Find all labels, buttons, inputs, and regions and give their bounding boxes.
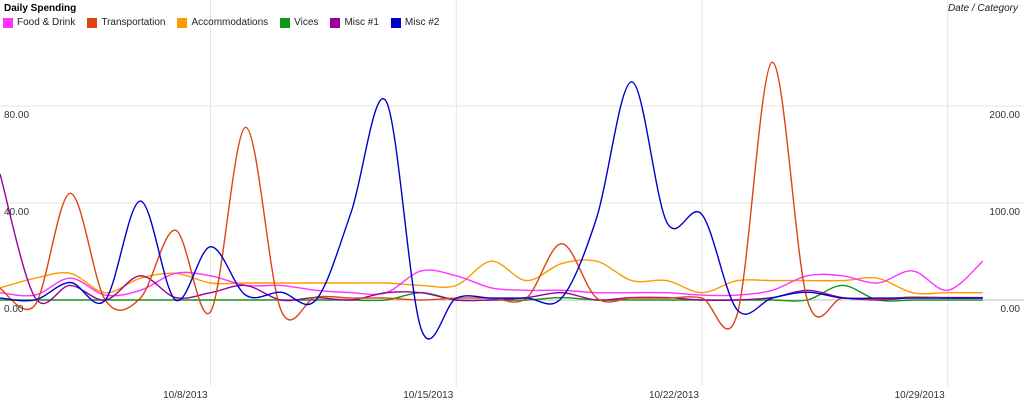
x-tick-label: 10/15/2013: [403, 390, 453, 401]
x-tick-label: 10/29/2013: [895, 390, 945, 401]
series-lines: [0, 61, 984, 340]
y-right-tick-label: 100.00: [989, 207, 1020, 218]
series-line-transportation[interactable]: [0, 61, 983, 330]
y-right-tick-label: 200.00: [989, 110, 1020, 121]
legend-label: Vices: [294, 17, 319, 28]
legend-swatch: [87, 17, 98, 28]
legend-label: Misc #2: [404, 17, 440, 28]
legend-item-vices[interactable]: Vices: [280, 17, 318, 28]
legend-label: Transportation: [101, 17, 166, 28]
legend-swatch: [280, 17, 291, 28]
series-line-food-drink[interactable]: [0, 260, 984, 297]
chart-title: Daily Spending: [4, 3, 77, 14]
axis-labels: 0.00 40.00 80.00 0.00 100.00 200.00 10/8/2013 1…: [4, 110, 1020, 401]
y-right-tick-label: 0.00: [1001, 304, 1021, 315]
legend-swatch: [390, 17, 401, 28]
legend-swatch: [177, 17, 188, 28]
y-left-tick-label: 40.00: [4, 207, 29, 218]
x-tick-label: 10/8/2013: [163, 390, 208, 401]
legend-item-food-drink[interactable]: Food & Drink: [3, 17, 75, 28]
y-left-tick-label: 0.00: [4, 304, 24, 315]
legend-item-accommodations[interactable]: Accommodations: [177, 17, 268, 28]
series-line-accommodations[interactable]: [0, 259, 983, 295]
y-left-tick-label: 80.00: [4, 110, 29, 121]
grid: [0, 0, 1024, 386]
legend-item-misc-2[interactable]: Misc #2: [390, 17, 440, 28]
chart-subtitle: Date / Category: [947, 3, 1018, 14]
legend: Food & Drink Transportation Accommodatio…: [3, 17, 439, 28]
legend-swatch: [330, 17, 341, 28]
legend-swatch: [3, 17, 13, 28]
legend-item-misc-1[interactable]: Misc #1: [330, 17, 379, 28]
legend-label: Accommodations: [191, 17, 269, 28]
legend-item-transportation[interactable]: Transportation: [87, 17, 165, 28]
series-line-misc-2[interactable]: [0, 81, 983, 340]
series-line-misc-1[interactable]: [0, 173, 983, 305]
x-tick-label: 10/22/2013: [649, 390, 699, 401]
legend-label: Misc #1: [344, 17, 379, 28]
legend-label: Food & Drink: [17, 17, 76, 28]
